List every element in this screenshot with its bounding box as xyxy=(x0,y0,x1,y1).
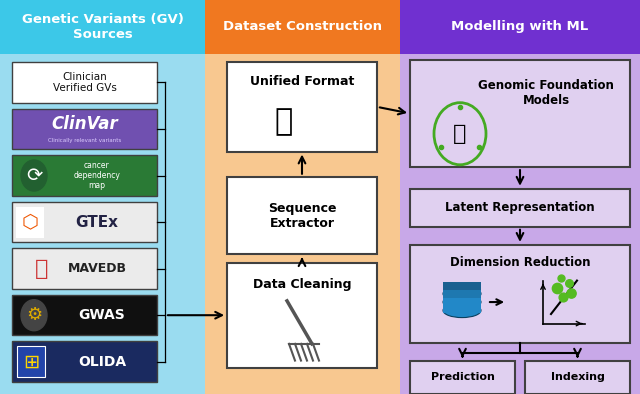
Text: OLIDA: OLIDA xyxy=(78,355,126,369)
Ellipse shape xyxy=(443,286,481,301)
FancyBboxPatch shape xyxy=(410,361,515,394)
Text: 🧬: 🧬 xyxy=(275,107,293,136)
Circle shape xyxy=(21,160,47,191)
Bar xyxy=(205,54,400,394)
Text: Data Cleaning: Data Cleaning xyxy=(253,278,351,291)
Bar xyxy=(205,0,400,54)
FancyBboxPatch shape xyxy=(227,263,377,368)
Text: Sequence
Extractor: Sequence Extractor xyxy=(268,201,336,230)
Text: GWAS: GWAS xyxy=(79,308,125,322)
Circle shape xyxy=(21,300,47,331)
Text: Dataset Construction: Dataset Construction xyxy=(223,20,382,33)
Bar xyxy=(400,54,640,394)
FancyBboxPatch shape xyxy=(410,60,630,167)
Text: Unified Format: Unified Format xyxy=(250,75,354,88)
Text: 🧠: 🧠 xyxy=(453,124,467,144)
FancyBboxPatch shape xyxy=(12,202,157,242)
FancyBboxPatch shape xyxy=(525,361,630,394)
Point xyxy=(556,275,566,281)
Bar xyxy=(400,0,640,54)
FancyBboxPatch shape xyxy=(12,342,157,382)
FancyBboxPatch shape xyxy=(12,295,157,336)
Text: GTEx: GTEx xyxy=(76,215,118,230)
Text: Genetic Variants (GV)
Sources: Genetic Variants (GV) Sources xyxy=(22,13,184,41)
Text: Latent Representation: Latent Representation xyxy=(445,201,595,214)
Point xyxy=(552,284,562,291)
Ellipse shape xyxy=(443,303,481,318)
FancyBboxPatch shape xyxy=(227,62,377,152)
Text: Prediction: Prediction xyxy=(431,372,495,382)
Text: Indexing: Indexing xyxy=(550,372,604,382)
FancyBboxPatch shape xyxy=(410,245,630,343)
Text: Dimension Reduction: Dimension Reduction xyxy=(450,256,590,269)
Text: ⬡: ⬡ xyxy=(22,213,38,232)
Text: Clinician
Verified GVs: Clinician Verified GVs xyxy=(52,72,116,93)
Text: 𝍠: 𝍠 xyxy=(35,258,49,279)
Bar xyxy=(443,290,481,305)
Text: Clinically relevant variants: Clinically relevant variants xyxy=(48,138,121,143)
FancyBboxPatch shape xyxy=(12,248,157,289)
Bar xyxy=(16,206,44,238)
FancyBboxPatch shape xyxy=(410,189,630,227)
Bar xyxy=(0,0,205,54)
Text: ⚙: ⚙ xyxy=(26,306,42,324)
FancyBboxPatch shape xyxy=(12,155,157,196)
Point xyxy=(566,289,576,296)
Text: ClinVar: ClinVar xyxy=(51,115,118,133)
Text: ⟳: ⟳ xyxy=(26,166,42,185)
Text: MAVEDB: MAVEDB xyxy=(67,262,127,275)
Text: Genomic Foundation
Models: Genomic Foundation Models xyxy=(479,79,614,107)
Text: ⊞: ⊞ xyxy=(23,352,39,371)
FancyBboxPatch shape xyxy=(227,177,377,254)
FancyBboxPatch shape xyxy=(17,346,45,377)
Bar xyxy=(443,299,481,313)
Point xyxy=(558,294,568,301)
Bar xyxy=(0,54,205,394)
FancyBboxPatch shape xyxy=(12,109,157,149)
Text: cancer
dependency
map: cancer dependency map xyxy=(74,161,120,190)
Point xyxy=(564,280,574,286)
Text: Modelling with ML: Modelling with ML xyxy=(451,20,589,33)
Bar xyxy=(443,282,481,296)
FancyBboxPatch shape xyxy=(12,62,157,103)
Ellipse shape xyxy=(443,295,481,309)
